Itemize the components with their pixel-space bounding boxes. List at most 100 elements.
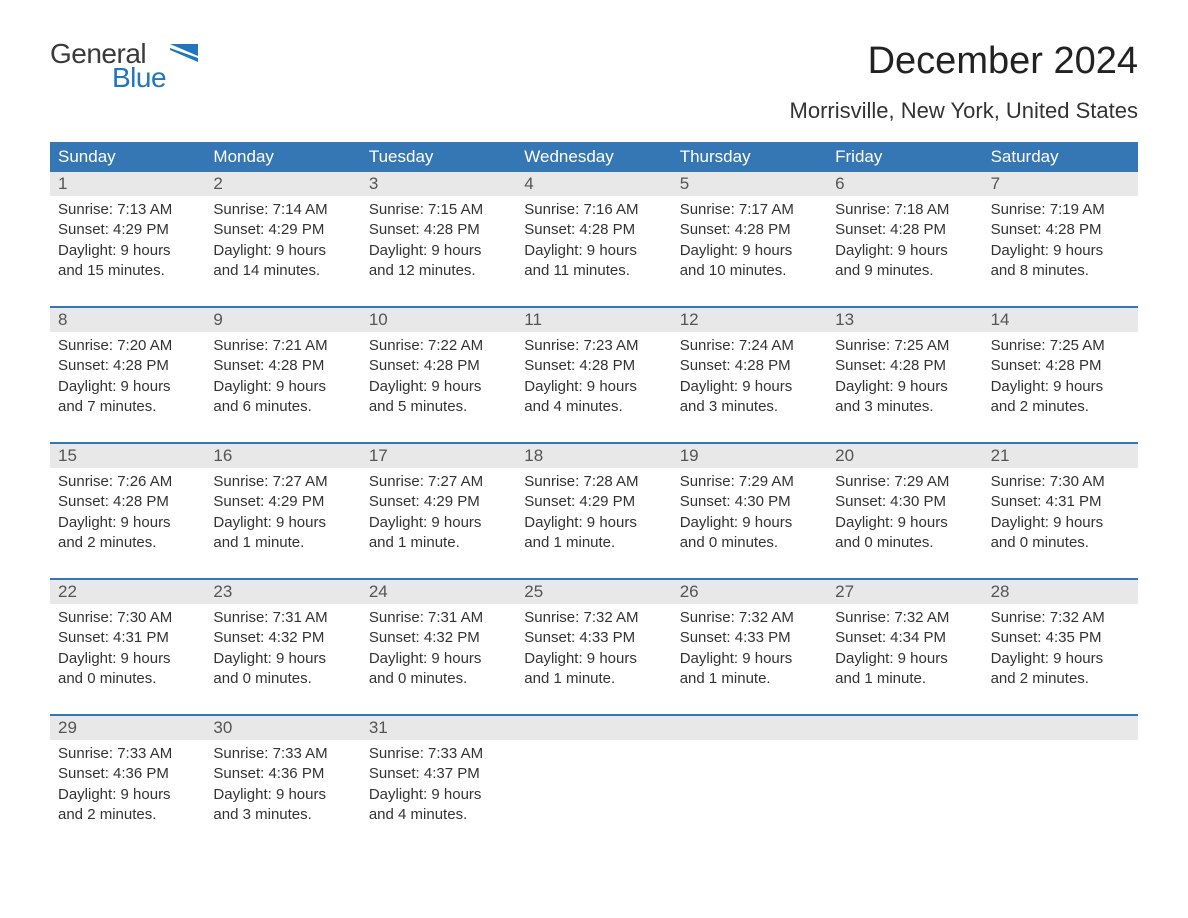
day-sunrise: Sunrise: 7:24 AM (680, 336, 819, 356)
day-d2: and 1 minute. (835, 669, 974, 689)
day-cell (672, 740, 827, 832)
day-sunset: Sunset: 4:29 PM (213, 492, 352, 512)
day-number: 12 (672, 308, 827, 332)
day-d2: and 0 minutes. (369, 669, 508, 689)
day-d1: Daylight: 9 hours (991, 377, 1130, 397)
day-d2: and 0 minutes. (991, 533, 1130, 553)
day-sunset: Sunset: 4:28 PM (680, 356, 819, 376)
day-number: 6 (827, 172, 982, 196)
day-sunrise: Sunrise: 7:13 AM (58, 200, 197, 220)
day-sunrise: Sunrise: 7:16 AM (524, 200, 663, 220)
day-number (827, 716, 982, 740)
day-number: 18 (516, 444, 671, 468)
day-d2: and 1 minute. (524, 669, 663, 689)
week-row: 22232425262728Sunrise: 7:30 AMSunset: 4:… (50, 578, 1138, 696)
day-sunrise: Sunrise: 7:18 AM (835, 200, 974, 220)
day-sunset: Sunset: 4:28 PM (835, 356, 974, 376)
day-sunset: Sunset: 4:34 PM (835, 628, 974, 648)
day-cell: Sunrise: 7:21 AMSunset: 4:28 PMDaylight:… (205, 332, 360, 424)
day-d1: Daylight: 9 hours (58, 513, 197, 533)
day-number: 13 (827, 308, 982, 332)
day-sunset: Sunset: 4:31 PM (58, 628, 197, 648)
daynum-row: 891011121314 (50, 308, 1138, 332)
day-cell: Sunrise: 7:29 AMSunset: 4:30 PMDaylight:… (672, 468, 827, 560)
day-cell (516, 740, 671, 832)
day-sunrise: Sunrise: 7:23 AM (524, 336, 663, 356)
day-cell: Sunrise: 7:27 AMSunset: 4:29 PMDaylight:… (361, 468, 516, 560)
day-sunrise: Sunrise: 7:19 AM (991, 200, 1130, 220)
day-d1: Daylight: 9 hours (213, 377, 352, 397)
day-d1: Daylight: 9 hours (991, 649, 1130, 669)
day-sunrise: Sunrise: 7:31 AM (213, 608, 352, 628)
day-cell: Sunrise: 7:29 AMSunset: 4:30 PMDaylight:… (827, 468, 982, 560)
day-cell: Sunrise: 7:26 AMSunset: 4:28 PMDaylight:… (50, 468, 205, 560)
day-sunset: Sunset: 4:28 PM (58, 356, 197, 376)
day-sunrise: Sunrise: 7:32 AM (835, 608, 974, 628)
day-sunrise: Sunrise: 7:32 AM (991, 608, 1130, 628)
day-sunrise: Sunrise: 7:29 AM (680, 472, 819, 492)
day-number: 22 (50, 580, 205, 604)
day-cell: Sunrise: 7:33 AMSunset: 4:36 PMDaylight:… (50, 740, 205, 832)
day-d2: and 5 minutes. (369, 397, 508, 417)
day-number: 25 (516, 580, 671, 604)
day-cell: Sunrise: 7:31 AMSunset: 4:32 PMDaylight:… (205, 604, 360, 696)
day-d2: and 4 minutes. (524, 397, 663, 417)
day-sunset: Sunset: 4:33 PM (680, 628, 819, 648)
day-sunrise: Sunrise: 7:30 AM (58, 608, 197, 628)
day-cell: Sunrise: 7:13 AMSunset: 4:29 PMDaylight:… (50, 196, 205, 288)
day-number: 10 (361, 308, 516, 332)
week-row: 15161718192021Sunrise: 7:26 AMSunset: 4:… (50, 442, 1138, 560)
day-number: 30 (205, 716, 360, 740)
day-of-week-header: SundayMondayTuesdayWednesdayThursdayFrid… (50, 142, 1138, 172)
day-number: 20 (827, 444, 982, 468)
day-d2: and 7 minutes. (58, 397, 197, 417)
page-subtitle: Morrisville, New York, United States (50, 98, 1138, 124)
day-cell: Sunrise: 7:16 AMSunset: 4:28 PMDaylight:… (516, 196, 671, 288)
dow-cell: Monday (205, 142, 360, 172)
day-number: 26 (672, 580, 827, 604)
dow-cell: Sunday (50, 142, 205, 172)
day-sunset: Sunset: 4:36 PM (213, 764, 352, 784)
day-d1: Daylight: 9 hours (58, 241, 197, 261)
day-sunrise: Sunrise: 7:31 AM (369, 608, 508, 628)
day-cell: Sunrise: 7:30 AMSunset: 4:31 PMDaylight:… (983, 468, 1138, 560)
day-cell: Sunrise: 7:18 AMSunset: 4:28 PMDaylight:… (827, 196, 982, 288)
flag-icon (170, 44, 198, 62)
day-cell: Sunrise: 7:27 AMSunset: 4:29 PMDaylight:… (205, 468, 360, 560)
dow-cell: Saturday (983, 142, 1138, 172)
day-cell: Sunrise: 7:32 AMSunset: 4:35 PMDaylight:… (983, 604, 1138, 696)
day-d1: Daylight: 9 hours (680, 513, 819, 533)
day-d1: Daylight: 9 hours (369, 513, 508, 533)
day-d1: Daylight: 9 hours (369, 785, 508, 805)
logo-text: General Blue (50, 40, 166, 92)
day-d1: Daylight: 9 hours (524, 513, 663, 533)
day-d2: and 15 minutes. (58, 261, 197, 281)
day-number: 23 (205, 580, 360, 604)
day-d2: and 2 minutes. (991, 397, 1130, 417)
day-d1: Daylight: 9 hours (680, 241, 819, 261)
day-number (983, 716, 1138, 740)
day-cell: Sunrise: 7:14 AMSunset: 4:29 PMDaylight:… (205, 196, 360, 288)
day-sunset: Sunset: 4:28 PM (369, 356, 508, 376)
day-cell: Sunrise: 7:15 AMSunset: 4:28 PMDaylight:… (361, 196, 516, 288)
day-d2: and 14 minutes. (213, 261, 352, 281)
day-number: 14 (983, 308, 1138, 332)
day-d2: and 2 minutes. (991, 669, 1130, 689)
day-sunset: Sunset: 4:28 PM (991, 220, 1130, 240)
day-cell: Sunrise: 7:33 AMSunset: 4:37 PMDaylight:… (361, 740, 516, 832)
day-number: 9 (205, 308, 360, 332)
week-row: 891011121314Sunrise: 7:20 AMSunset: 4:28… (50, 306, 1138, 424)
day-sunrise: Sunrise: 7:26 AM (58, 472, 197, 492)
day-d1: Daylight: 9 hours (58, 785, 197, 805)
week-row: 1234567Sunrise: 7:13 AMSunset: 4:29 PMDa… (50, 172, 1138, 288)
week-row: 293031Sunrise: 7:33 AMSunset: 4:36 PMDay… (50, 714, 1138, 832)
day-d2: and 1 minute. (524, 533, 663, 553)
day-d1: Daylight: 9 hours (991, 241, 1130, 261)
day-number: 31 (361, 716, 516, 740)
day-d2: and 0 minutes. (835, 533, 974, 553)
day-sunrise: Sunrise: 7:17 AM (680, 200, 819, 220)
day-number: 19 (672, 444, 827, 468)
day-number (672, 716, 827, 740)
day-sunrise: Sunrise: 7:14 AM (213, 200, 352, 220)
day-cell: Sunrise: 7:32 AMSunset: 4:34 PMDaylight:… (827, 604, 982, 696)
